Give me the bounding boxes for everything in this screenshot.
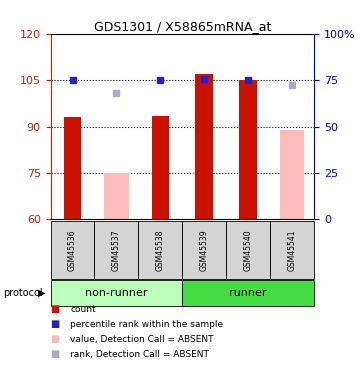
Text: GSM45537: GSM45537 <box>112 230 121 271</box>
Bar <box>138 221 182 279</box>
Bar <box>104 173 129 219</box>
Bar <box>152 116 169 219</box>
Text: ■: ■ <box>51 334 60 344</box>
Bar <box>51 221 95 279</box>
Bar <box>226 221 270 279</box>
Text: ■: ■ <box>51 304 60 314</box>
Text: GSM45539: GSM45539 <box>200 230 209 271</box>
Text: ■: ■ <box>51 320 60 329</box>
Title: GDS1301 / X58865mRNA_at: GDS1301 / X58865mRNA_at <box>93 20 271 33</box>
Bar <box>182 221 226 279</box>
Text: runner: runner <box>230 288 267 298</box>
Text: rank, Detection Call = ABSENT: rank, Detection Call = ABSENT <box>70 350 209 359</box>
Bar <box>239 80 257 219</box>
Text: protocol: protocol <box>4 288 43 298</box>
Text: non-runner: non-runner <box>85 288 148 298</box>
Text: GSM45538: GSM45538 <box>156 230 165 271</box>
Bar <box>280 130 304 219</box>
Text: ▶: ▶ <box>38 288 45 298</box>
Bar <box>270 221 314 279</box>
Text: GSM45541: GSM45541 <box>288 230 297 271</box>
Bar <box>64 117 81 219</box>
Text: GSM45536: GSM45536 <box>68 230 77 271</box>
Text: ■: ■ <box>51 350 60 359</box>
Text: value, Detection Call = ABSENT: value, Detection Call = ABSENT <box>70 335 214 344</box>
Bar <box>182 280 314 306</box>
Text: percentile rank within the sample: percentile rank within the sample <box>70 320 223 329</box>
Bar <box>95 221 138 279</box>
Text: count: count <box>70 305 96 314</box>
Bar <box>51 280 182 306</box>
Bar <box>195 74 213 219</box>
Text: GSM45540: GSM45540 <box>244 230 253 271</box>
